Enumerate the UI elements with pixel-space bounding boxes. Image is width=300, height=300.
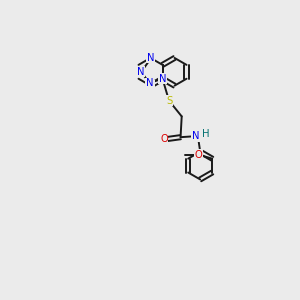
Text: O: O bbox=[160, 134, 168, 145]
Text: N: N bbox=[159, 74, 166, 84]
Text: H: H bbox=[202, 129, 209, 139]
Text: N: N bbox=[147, 81, 154, 91]
Text: N: N bbox=[146, 78, 153, 88]
Text: N: N bbox=[192, 131, 199, 141]
Text: O: O bbox=[194, 149, 202, 160]
Text: S: S bbox=[166, 96, 172, 106]
Text: N: N bbox=[147, 53, 154, 63]
Text: N: N bbox=[137, 67, 145, 77]
